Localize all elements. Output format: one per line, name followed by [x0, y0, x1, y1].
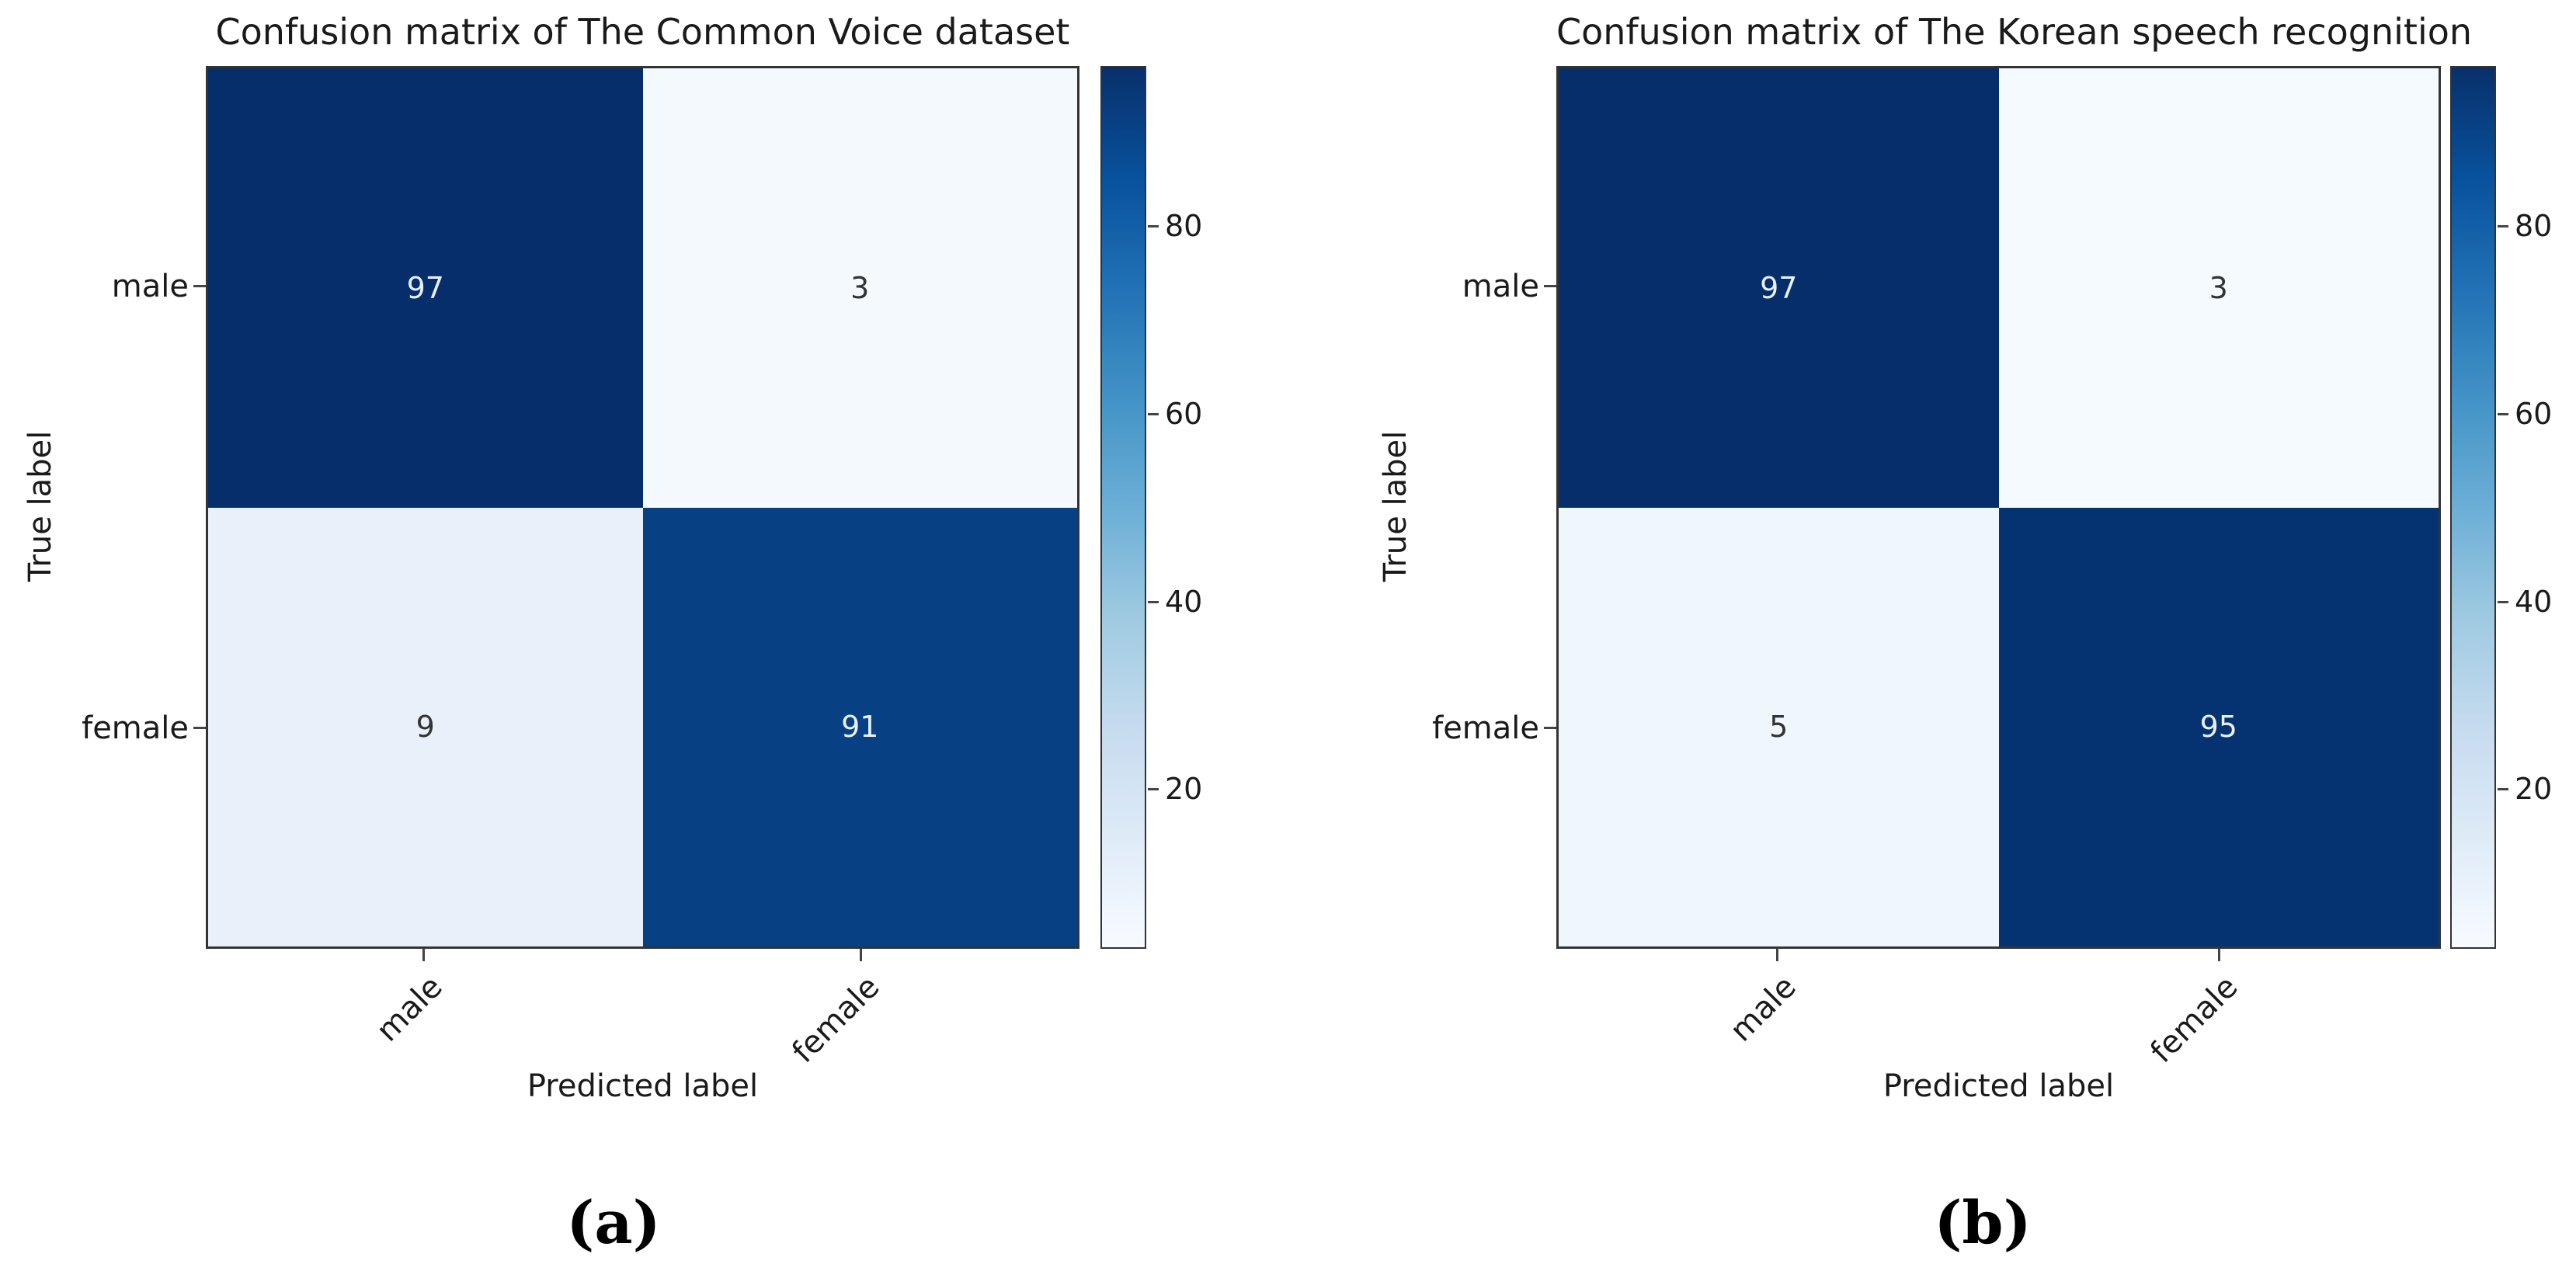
panel-b-colorbar — [2450, 66, 2496, 949]
panel-b-ytick-male: male — [1462, 269, 1539, 304]
colorbar-tick-mark — [2498, 601, 2508, 603]
cell-value: 97 — [1760, 270, 1798, 305]
colorbar-tick-label-60: 60 — [1165, 397, 1203, 431]
x-tick-mark — [2218, 949, 2220, 961]
panel-b-title: Confusion matrix of The Korean speech re… — [1556, 11, 2473, 53]
cell-value: 9 — [415, 710, 435, 745]
panel-a-matrix: 97 3 9 91 — [206, 66, 1079, 949]
cell-value: 97 — [406, 270, 444, 305]
matrix-cell-true-male-pred-male: 97 — [1559, 68, 1999, 508]
panel-b-matrix: 97 3 5 95 — [1556, 66, 2441, 949]
colorbar-tick-mark — [2498, 788, 2508, 790]
colorbar-tick-mark — [2498, 413, 2508, 415]
y-tick-mark — [193, 727, 206, 729]
colorbar-tick-mark — [1148, 601, 1159, 603]
xtick-label-text: female — [785, 969, 887, 1071]
x-tick-mark — [1776, 949, 1778, 961]
y-axis-label-text: True label — [1378, 430, 1413, 582]
panel-a-ytick-male: male — [111, 269, 189, 304]
colorbar-tick-mark — [2498, 225, 2508, 227]
colorbar-tick-label-80: 80 — [1165, 209, 1203, 243]
caption-a: (a) — [566, 1188, 661, 1257]
matrix-cell-true-female-pred-female: 95 — [1998, 507, 2439, 946]
cell-value: 3 — [2209, 270, 2228, 305]
colorbar-tick-label-40: 40 — [2515, 585, 2553, 619]
xtick-label-text: male — [1723, 969, 1803, 1049]
cell-value: 95 — [2199, 710, 2237, 745]
matrix-cell-true-female-pred-male: 5 — [1559, 507, 1999, 946]
xtick-label-text: female — [2143, 969, 2245, 1071]
colorbar-tick-label-40: 40 — [1165, 585, 1203, 619]
matrix-cell-true-female-pred-female: 91 — [642, 507, 1077, 946]
xtick-label-text: male — [369, 969, 450, 1049]
colorbar-tick-label-80: 80 — [2515, 209, 2553, 243]
cell-value: 3 — [850, 270, 870, 305]
y-axis-label-text: True label — [23, 430, 58, 582]
colorbar-tick-mark — [1148, 413, 1159, 415]
panel-a-colorbar — [1100, 66, 1146, 949]
y-tick-mark — [1544, 727, 1556, 729]
colorbar-tick-label-20: 20 — [2515, 772, 2553, 806]
colorbar-tick-mark — [1148, 788, 1159, 790]
panel-b-ytick-female: female — [1432, 710, 1539, 746]
panel-a-x-axis-label: Predicted label — [527, 1068, 759, 1104]
x-tick-mark — [860, 949, 862, 961]
matrix-cell-true-male-pred-male: 97 — [208, 68, 643, 508]
y-tick-mark — [1544, 285, 1556, 287]
matrix-cell-true-female-pred-male: 9 — [208, 507, 643, 946]
colorbar-tick-label-20: 20 — [1165, 772, 1203, 806]
colorbar-tick-label-60: 60 — [2515, 397, 2553, 431]
caption-b: (b) — [1934, 1188, 2032, 1257]
colorbar-tick-mark — [1148, 225, 1159, 227]
panel-a-ytick-female: female — [82, 710, 189, 746]
matrix-cell-true-male-pred-female: 3 — [1998, 68, 2439, 508]
panel-a-title: Confusion matrix of The Common Voice dat… — [215, 11, 1070, 53]
cell-value: 91 — [841, 710, 879, 745]
matrix-cell-true-male-pred-female: 3 — [642, 68, 1077, 508]
y-tick-mark — [193, 285, 206, 287]
cell-value: 5 — [1769, 710, 1789, 745]
panel-b-x-axis-label: Predicted label — [1882, 1068, 2115, 1104]
x-tick-mark — [422, 949, 425, 961]
